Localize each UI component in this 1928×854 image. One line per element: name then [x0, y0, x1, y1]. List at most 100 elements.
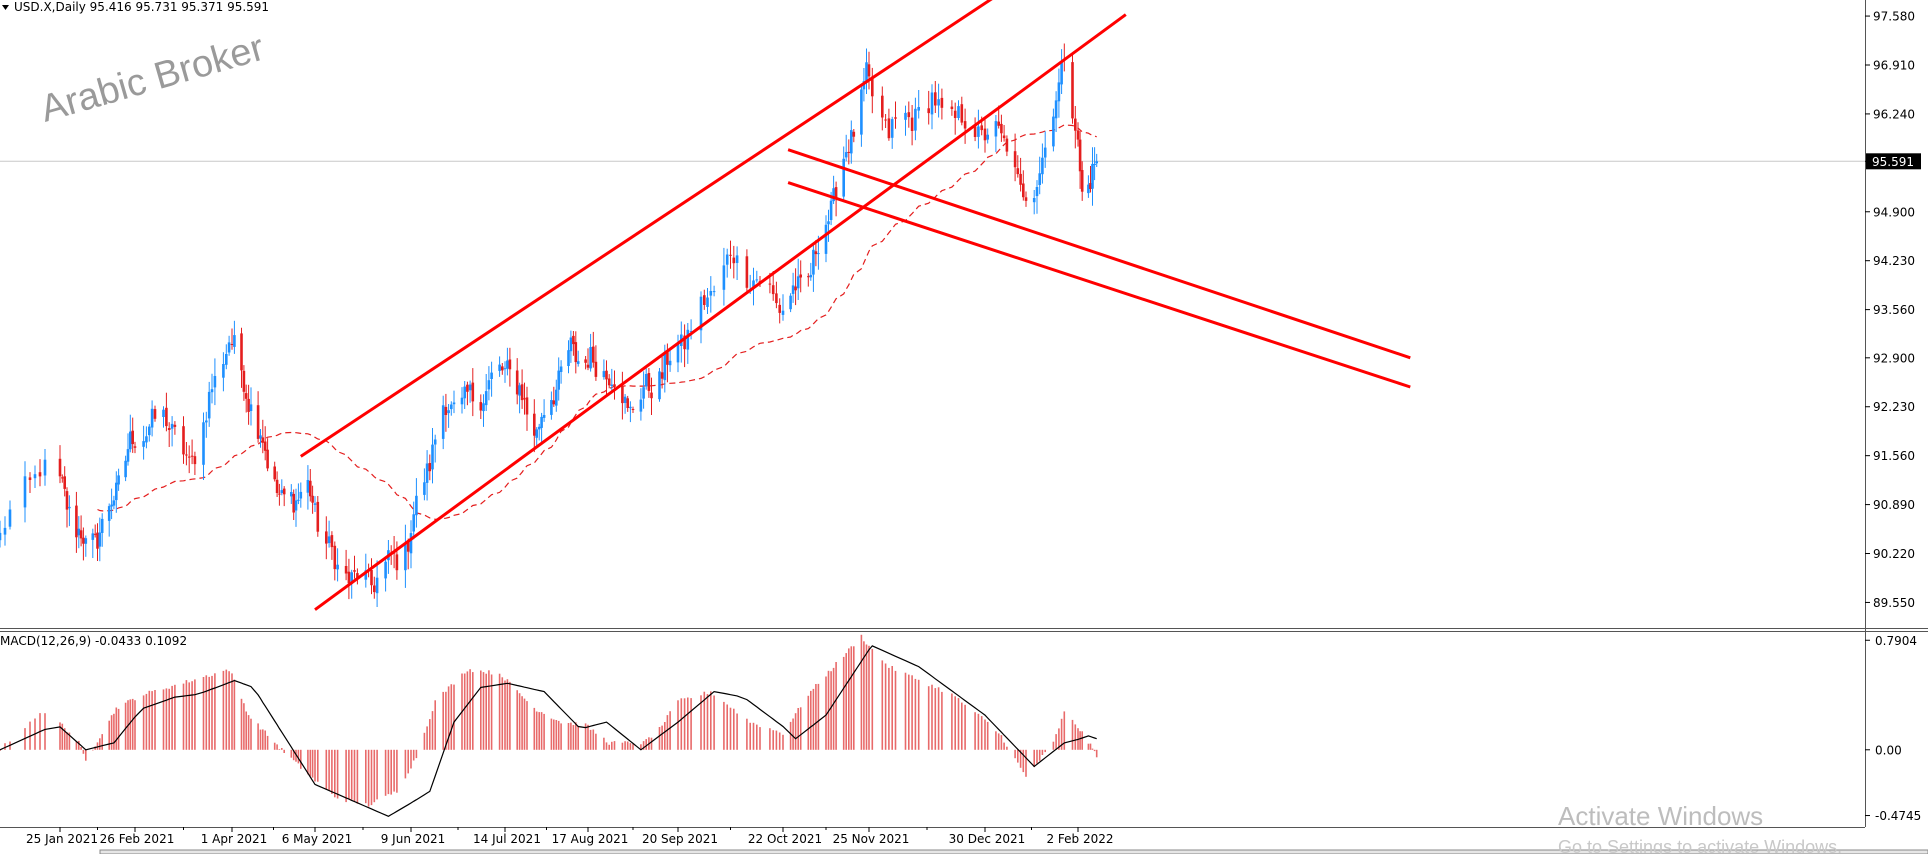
candle-body [594, 361, 598, 377]
time-tick-label: 1 Apr 2021 [201, 832, 268, 846]
price-tick-label: 90.220 [1873, 547, 1915, 561]
candle [110, 488, 113, 520]
price-tick-label: 94.230 [1873, 254, 1915, 268]
candle [1024, 191, 1028, 207]
candle [384, 557, 387, 592]
candle-body [1022, 183, 1025, 198]
candle [842, 146, 845, 200]
candle-body [735, 255, 739, 263]
candle [745, 249, 749, 293]
candle [910, 105, 914, 146]
candle-body [193, 456, 197, 465]
candle [569, 330, 573, 363]
candle [306, 465, 310, 510]
price-lines [97, 124, 1097, 520]
candle [586, 348, 590, 371]
current-price-label: 95.591 [1872, 155, 1914, 169]
candle-body [482, 403, 485, 412]
candle-body [613, 384, 616, 387]
chevron-down-icon[interactable] [2, 5, 9, 10]
candle [1013, 133, 1017, 182]
candle [871, 67, 874, 114]
macd-signal-line [0, 645, 1097, 817]
candle-body [460, 397, 464, 405]
candle-body [537, 426, 541, 430]
time-tick-label: 30 Dec 2021 [949, 832, 1026, 846]
candle-body [450, 404, 453, 410]
candle [799, 260, 802, 293]
candle [1089, 166, 1092, 193]
price-tick-label: 96.910 [1873, 58, 1915, 72]
candle-body [791, 285, 795, 294]
trend-line-2[interactable] [314, 13, 1127, 611]
candle [187, 445, 191, 474]
candle [542, 399, 546, 422]
candle-body [91, 533, 95, 540]
candle-body [865, 62, 868, 82]
candle [1000, 114, 1003, 142]
candle [642, 371, 645, 409]
trend-line-3[interactable] [787, 148, 1411, 360]
candle [860, 84, 863, 147]
candle [347, 558, 351, 600]
candle [781, 294, 785, 321]
candle-body [1080, 170, 1084, 192]
candle [278, 483, 281, 506]
candle [98, 517, 102, 562]
candle [621, 371, 624, 420]
candle-body [552, 400, 556, 405]
candle-body [207, 391, 211, 419]
candle [311, 485, 314, 514]
candle [937, 83, 940, 118]
candle-body [347, 571, 351, 584]
trend-line-4[interactable] [787, 181, 1411, 389]
candle-body [79, 530, 83, 539]
candle-body [131, 430, 134, 445]
candle-body [1074, 118, 1077, 131]
candle [375, 560, 379, 607]
horizontal-scrollbar[interactable] [99, 849, 1928, 854]
candle-body [311, 495, 314, 503]
candle [1005, 135, 1009, 157]
candle [313, 496, 317, 512]
candle-body [498, 364, 501, 371]
candle [148, 424, 151, 442]
candle-body [490, 372, 493, 379]
candle-body [309, 480, 312, 497]
candle-body [38, 472, 42, 477]
candle-body [890, 119, 894, 138]
candle-body [602, 371, 606, 378]
candle [709, 276, 713, 313]
candle [650, 377, 653, 415]
candle [205, 411, 208, 438]
candle [63, 466, 66, 497]
candle [647, 368, 651, 398]
candle-body [847, 151, 851, 153]
candle-body [133, 446, 137, 448]
candle [1002, 125, 1006, 142]
candle-body [904, 112, 907, 120]
candle-body [356, 573, 359, 579]
candle [316, 496, 320, 537]
trend-line-1[interactable] [299, 0, 1056, 458]
candle [266, 438, 269, 472]
candle-body [290, 492, 293, 497]
candle [847, 139, 851, 165]
candle-body [953, 110, 957, 118]
candle-body [406, 540, 410, 552]
candle-body [452, 402, 456, 405]
candle [1080, 161, 1084, 201]
candle-body [689, 331, 693, 332]
trend-lines[interactable] [299, 0, 1411, 611]
time-tick-label: 25 Jan 2021 [26, 832, 98, 846]
candle [706, 288, 709, 314]
candle-body [213, 376, 217, 388]
candle [409, 520, 413, 569]
candle [1087, 175, 1090, 198]
candle [1074, 106, 1077, 149]
candle [589, 333, 592, 372]
candle [725, 248, 729, 278]
candle-body [145, 436, 148, 443]
